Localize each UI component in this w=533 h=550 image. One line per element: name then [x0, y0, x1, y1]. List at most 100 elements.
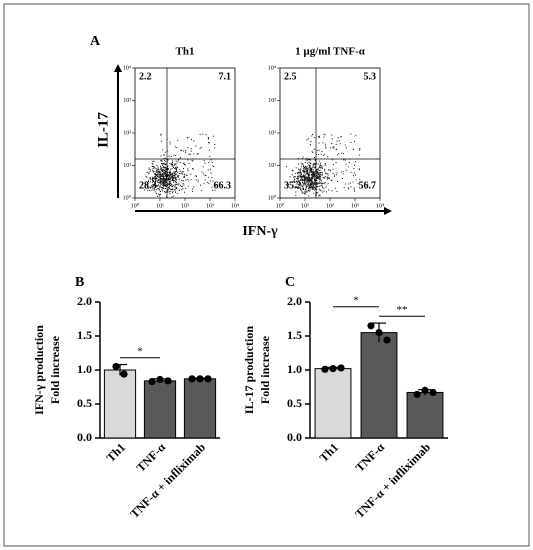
event-dot — [321, 184, 323, 186]
event-dot — [163, 157, 165, 159]
event-dot — [314, 170, 316, 172]
event-dot — [321, 168, 323, 170]
event-dot — [175, 155, 177, 156]
event-dot — [159, 168, 161, 170]
event-dot — [171, 173, 173, 174]
event-dot — [167, 165, 169, 167]
event-dot — [171, 165, 173, 167]
event-dot — [324, 163, 326, 165]
event-dot — [169, 185, 171, 186]
event-dot — [323, 177, 325, 179]
event-dot — [324, 176, 326, 177]
event-dot — [176, 179, 177, 181]
event-dot — [197, 153, 199, 154]
event-dot — [313, 137, 315, 139]
event-dot — [303, 183, 305, 185]
event-dot — [310, 171, 312, 173]
event-dot — [214, 144, 216, 145]
event-dot — [147, 180, 149, 182]
event-dot — [316, 183, 318, 185]
event-dot — [159, 170, 161, 172]
event-dot — [155, 168, 157, 170]
event-dot — [302, 176, 304, 177]
event-dot — [180, 184, 181, 186]
y-tick-label: 10¹ — [268, 163, 276, 169]
event-dot — [172, 189, 174, 190]
event-dot — [183, 173, 185, 175]
event-dot — [338, 153, 340, 155]
event-dot — [174, 164, 176, 166]
event-dot — [153, 176, 155, 178]
event-dot — [302, 179, 304, 181]
event-dot — [318, 182, 319, 184]
event-dot — [181, 149, 182, 151]
event-dot — [159, 174, 161, 175]
event-dot — [172, 186, 173, 188]
event-dot — [149, 190, 151, 192]
event-dot — [165, 188, 166, 189]
event-dot — [319, 182, 321, 184]
event-dot — [353, 188, 355, 190]
event-dot — [309, 185, 311, 187]
event-dot — [164, 172, 166, 173]
x-tick-label: 10² — [181, 203, 189, 209]
event-dot — [172, 160, 174, 162]
event-dot — [177, 139, 179, 141]
event-dot — [167, 175, 169, 177]
panel-label: B — [75, 275, 84, 290]
event-dot — [315, 194, 317, 196]
event-dot — [295, 167, 297, 169]
event-dot — [303, 165, 304, 167]
event-dot — [157, 185, 159, 187]
event-dot — [187, 159, 189, 161]
event-dot — [162, 172, 164, 174]
event-dot — [173, 167, 174, 168]
event-dot — [307, 177, 309, 179]
data-point — [375, 329, 383, 337]
event-dot — [307, 180, 309, 181]
event-dot — [321, 180, 323, 182]
event-dot — [320, 167, 322, 169]
event-dot — [186, 174, 188, 176]
event-dot — [187, 170, 189, 172]
y-tick-label: 2.0 — [77, 294, 92, 308]
event-dot — [331, 159, 333, 161]
event-dot — [176, 193, 178, 195]
event-dot — [311, 150, 313, 152]
data-point — [120, 370, 128, 378]
event-dot — [151, 179, 153, 181]
y-tick-label: 1.5 — [77, 328, 92, 342]
event-dot — [173, 186, 175, 188]
event-dot — [314, 183, 316, 184]
event-dot — [316, 149, 318, 151]
event-dot — [197, 179, 199, 181]
event-dot — [170, 177, 172, 179]
event-dot — [322, 182, 324, 184]
event-dot — [320, 165, 322, 167]
event-dot — [312, 171, 314, 173]
event-dot — [336, 191, 338, 193]
event-dot — [307, 164, 309, 166]
event-dot — [312, 176, 314, 178]
event-dot — [320, 174, 321, 176]
event-dot — [321, 171, 323, 173]
event-dot — [308, 185, 310, 187]
event-dot — [299, 187, 301, 189]
event-dot — [160, 184, 162, 185]
event-dot — [306, 170, 308, 172]
event-dot — [296, 183, 298, 185]
event-dot — [320, 172, 322, 173]
event-dot — [345, 147, 347, 149]
event-dot — [299, 175, 301, 177]
event-dot — [319, 135, 320, 137]
event-dot — [331, 190, 333, 192]
event-dot — [176, 187, 178, 189]
event-dot — [175, 183, 177, 185]
event-dot — [320, 162, 322, 164]
event-dot — [306, 166, 308, 168]
event-dot — [161, 162, 163, 164]
event-dot — [294, 178, 296, 180]
event-dot — [298, 163, 300, 165]
event-dot — [163, 179, 165, 181]
event-dot — [309, 170, 311, 172]
